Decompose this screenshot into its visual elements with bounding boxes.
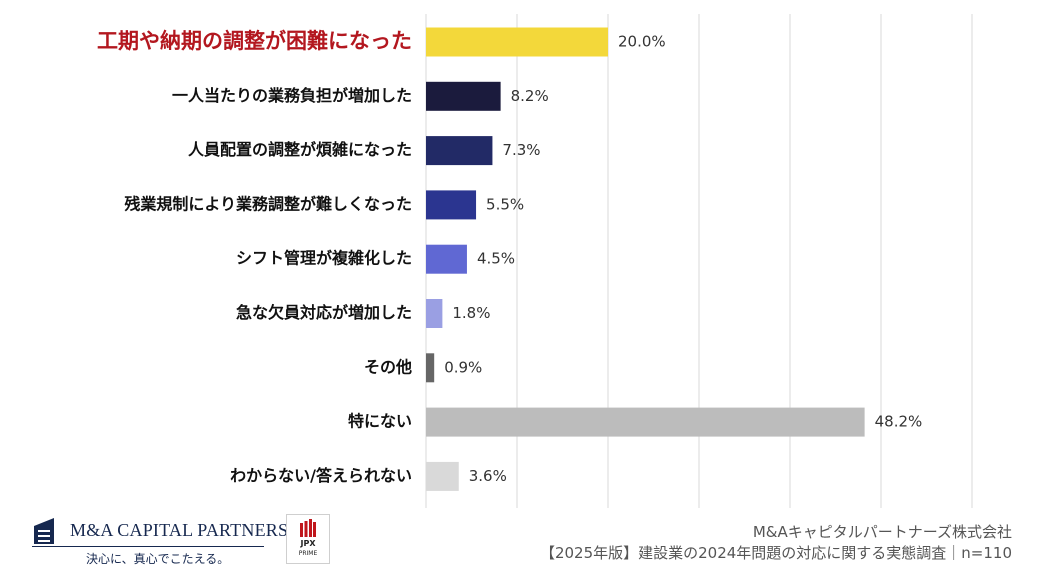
logo-name: M&A CAPITAL PARTNERS: [70, 520, 289, 540]
jpx-mark-icon: [300, 519, 316, 537]
data-label: 1.8%: [452, 304, 490, 322]
source-note: M&Aキャピタルパートナーズ株式会社 【2025年版】建設業の2024年問題の対…: [540, 522, 1012, 564]
category-label: 急な欠員対応が増加した: [236, 303, 412, 322]
source-survey: 【2025年版】建設業の2024年問題の対応に関する実態調査｜n=110: [539, 544, 1012, 562]
source-company: M&Aキャピタルパートナーズ株式会社: [752, 523, 1012, 541]
bar: [426, 27, 608, 57]
bar: [426, 353, 435, 383]
logo-tagline: 決心に、真心でこたえる。: [86, 552, 230, 566]
category-label: 工期や納期の調整が困難になった: [97, 29, 412, 53]
jpx-prime-badge: JPX PRIME: [286, 514, 330, 564]
category-label: 一人当たりの業務負担が増加した: [172, 86, 412, 105]
data-label: 5.5%: [486, 195, 524, 213]
bar: [426, 136, 493, 166]
data-label: 4.5%: [477, 250, 515, 268]
category-label: 人員配置の調整が煩雑になった: [188, 140, 412, 159]
category-label: わからない/答えられない: [230, 466, 412, 485]
category-label: 残業規制により業務調整が難しくなった: [124, 194, 412, 213]
data-label: 0.9%: [444, 358, 482, 376]
category-label: 特にない: [348, 412, 412, 431]
bar: [426, 407, 865, 437]
data-label: 20.0%: [618, 33, 666, 51]
logo-divider: [32, 546, 264, 547]
logo-mark-icon: [34, 518, 54, 544]
data-label: 7.3%: [502, 141, 540, 159]
data-label: 8.2%: [511, 87, 549, 105]
bar: [426, 81, 501, 111]
jpx-label: JPX: [300, 539, 316, 548]
jpx-prime-label: PRIME: [298, 550, 318, 557]
bar: [426, 244, 467, 274]
bar-chart: 工期や納期の調整が困難になった 20.0% 一人当たりの業務負担が増加した 8.2% 人…: [97, 14, 973, 508]
bar: [426, 299, 443, 328]
company-logo: M&A CAPITAL PARTNERS 決心に、真心でこたえる。: [30, 510, 288, 570]
data-label: 3.6%: [469, 467, 507, 485]
data-label: 48.2%: [875, 413, 923, 431]
bar: [426, 461, 459, 491]
category-label: シフト管理が複雑化した: [236, 249, 412, 268]
bar: [426, 190, 477, 220]
category-label: その他: [364, 357, 412, 376]
